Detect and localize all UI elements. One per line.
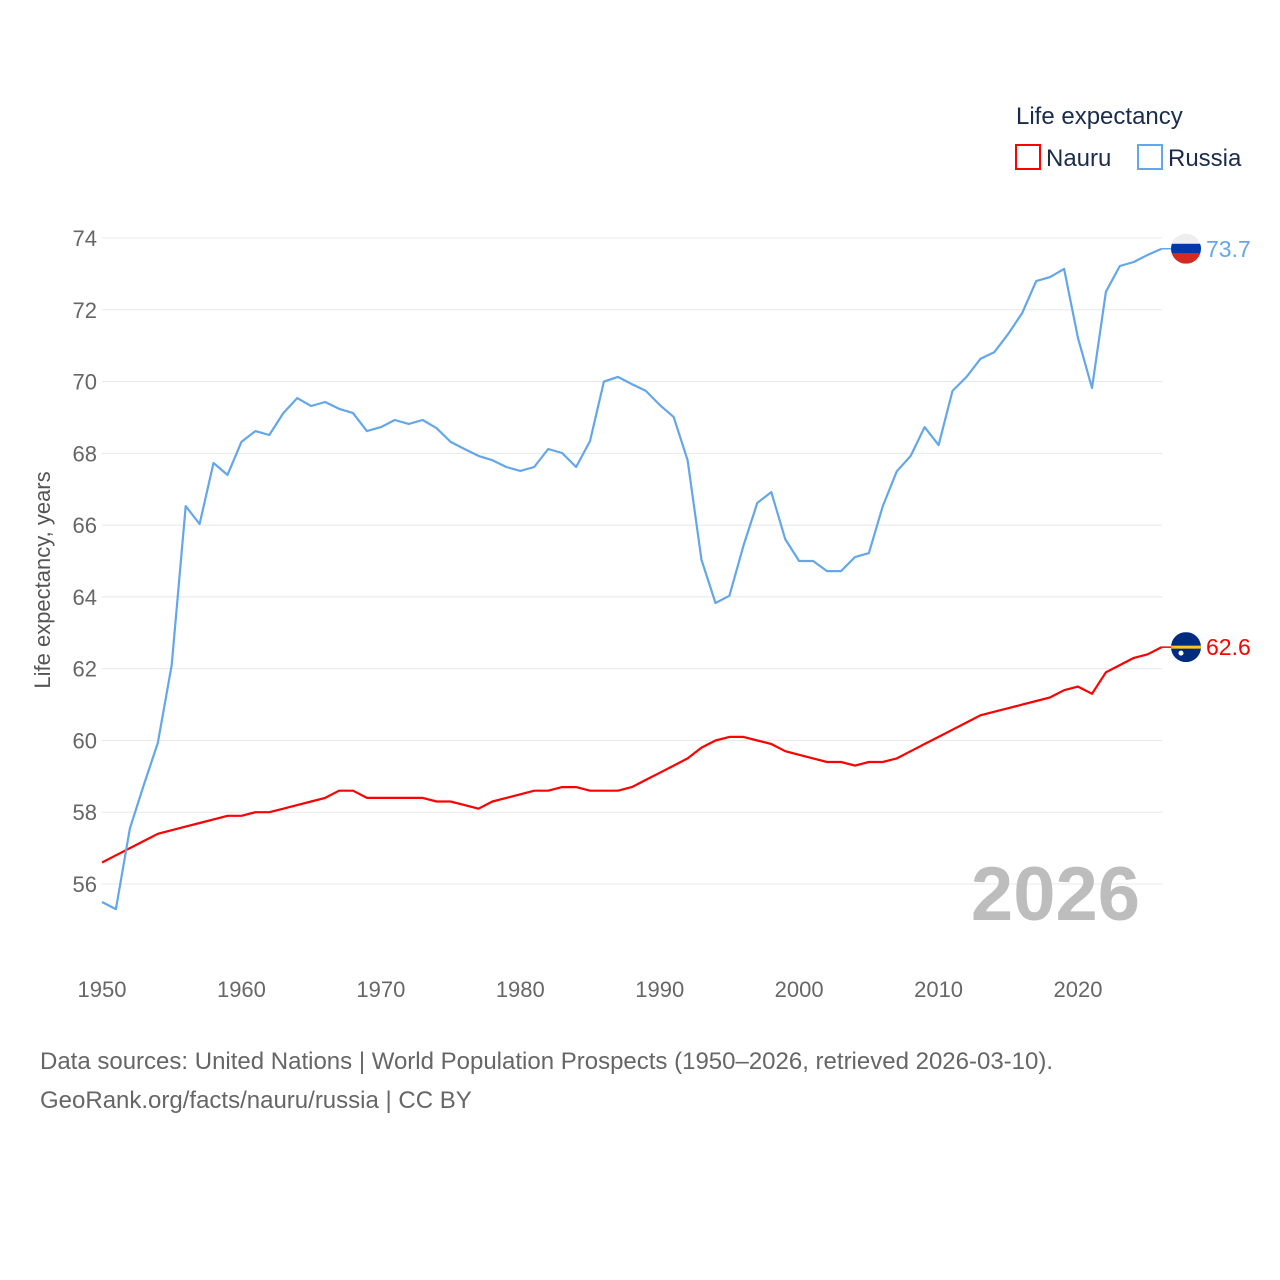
legend-swatch-nauru[interactable]	[1015, 144, 1041, 170]
y-tick-label: 72	[73, 298, 97, 323]
series-line-nauru	[101, 646, 1163, 864]
y-tick-label: 66	[73, 513, 97, 538]
y-axis-label: Life expectancy, years	[30, 471, 55, 688]
x-axis-ticks: 1950 1960 1970 1980 1990 2000 2010 2020	[78, 977, 1103, 1002]
y-tick-label: 60	[73, 728, 97, 753]
y-tick-label: 70	[73, 370, 97, 395]
legend: Life expectancy Nauru Russia	[1015, 103, 1242, 172]
x-tick-label: 1980	[496, 977, 545, 1002]
x-tick-label: 1950	[78, 977, 127, 1002]
legend-title: Life expectancy	[1016, 103, 1183, 130]
y-tick-label: 68	[73, 441, 97, 466]
y-tick-label: 62	[73, 657, 97, 682]
legend-label-nauru[interactable]: Nauru	[1046, 145, 1111, 172]
source-footer: Data sources: United Nations | World Pop…	[40, 1042, 1053, 1120]
x-tick-label: 2000	[775, 977, 824, 1002]
y-tick-label: 58	[73, 800, 97, 825]
x-tick-label: 1970	[356, 977, 405, 1002]
series-end-markers: 62.6 73.7	[1161, 233, 1251, 663]
x-tick-label: 2020	[1054, 977, 1103, 1002]
year-watermark: 2026	[971, 852, 1140, 937]
y-axis-ticks: 56 58 60 62 64 66 68 70 72 74	[73, 226, 97, 897]
credit-line[interactable]: GeoRank.org/facts/nauru/russia | CC BY	[40, 1087, 472, 1114]
series-line-russia	[101, 247, 1163, 911]
legend-swatch-russia[interactable]	[1137, 144, 1163, 170]
y-tick-label: 64	[73, 585, 97, 610]
grid	[102, 237, 1162, 885]
end-value-label-nauru: 62.6	[1206, 634, 1251, 660]
series-lines	[101, 247, 1163, 911]
x-tick-label: 2010	[914, 977, 963, 1002]
russia-flag-icon	[1171, 233, 1201, 264]
source-line: Data sources: United Nations | World Pop…	[40, 1048, 1054, 1075]
x-tick-label: 1960	[217, 977, 266, 1002]
x-tick-label: 1990	[635, 977, 684, 1002]
end-value-label-russia: 73.7	[1206, 236, 1251, 262]
y-tick-label: 74	[73, 226, 97, 251]
y-tick-label: 56	[73, 872, 97, 897]
nauru-flag-icon	[1171, 632, 1201, 663]
legend-label-russia[interactable]: Russia	[1168, 145, 1242, 172]
